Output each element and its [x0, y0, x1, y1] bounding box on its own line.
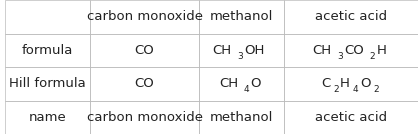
Text: acetic acid: acetic acid: [315, 10, 387, 23]
Text: formula: formula: [22, 44, 73, 57]
Text: H: H: [377, 44, 387, 57]
Bar: [199, 67, 284, 100]
Bar: [5, 100, 90, 134]
Text: name: name: [28, 111, 66, 124]
Bar: [5, 0, 90, 34]
Text: O: O: [251, 77, 261, 90]
Text: CO: CO: [344, 44, 364, 57]
Text: carbon monoxide: carbon monoxide: [87, 111, 202, 124]
Text: acetic acid: acetic acid: [315, 111, 387, 124]
Text: CO: CO: [135, 44, 154, 57]
Bar: [90, 67, 199, 100]
Bar: [199, 100, 284, 134]
Text: CH: CH: [313, 44, 332, 57]
Text: methanol: methanol: [210, 10, 273, 23]
Bar: [90, 100, 199, 134]
Text: 2: 2: [373, 85, 379, 94]
Text: O: O: [360, 77, 370, 90]
Bar: [284, 100, 418, 134]
Text: methanol: methanol: [210, 111, 273, 124]
Bar: [5, 67, 90, 100]
Bar: [284, 0, 418, 34]
Text: 3: 3: [337, 52, 343, 61]
Bar: [199, 34, 284, 67]
Text: 2: 2: [370, 52, 375, 61]
Text: CH: CH: [213, 44, 232, 57]
Text: OH: OH: [245, 44, 265, 57]
Text: H: H: [340, 77, 350, 90]
Text: Hill formula: Hill formula: [9, 77, 86, 90]
Bar: [5, 34, 90, 67]
Text: carbon monoxide: carbon monoxide: [87, 10, 202, 23]
Text: CH: CH: [219, 77, 238, 90]
Bar: [284, 34, 418, 67]
Text: 4: 4: [353, 85, 359, 94]
Text: C: C: [321, 77, 331, 90]
Bar: [90, 0, 199, 34]
Bar: [90, 34, 199, 67]
Bar: [284, 67, 418, 100]
Text: 4: 4: [243, 85, 249, 94]
Text: 3: 3: [237, 52, 243, 61]
Bar: [199, 0, 284, 34]
Text: 2: 2: [333, 85, 339, 94]
Text: CO: CO: [135, 77, 154, 90]
